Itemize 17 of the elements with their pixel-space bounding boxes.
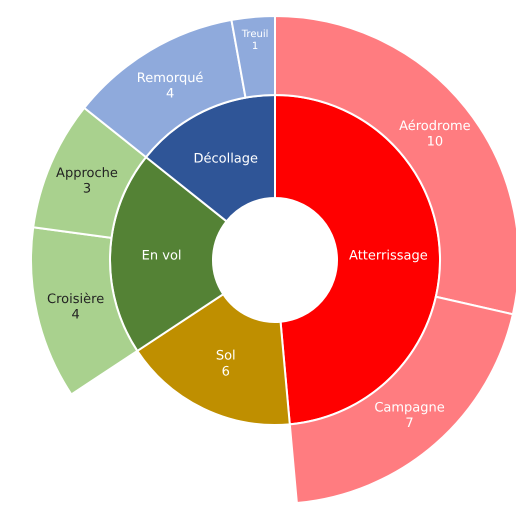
data-label: 4 bbox=[71, 308, 80, 323]
data-label: 10 bbox=[426, 134, 444, 150]
data-label: 7 bbox=[405, 416, 414, 432]
slice-label: Décollage bbox=[193, 151, 258, 166]
data-label: 1 bbox=[252, 40, 258, 52]
slice-label: Treuil bbox=[240, 28, 268, 40]
slice-label: Approche bbox=[56, 166, 118, 182]
slice-label: Remorqué bbox=[136, 70, 204, 86]
slice-label: Aérodrome bbox=[399, 118, 471, 134]
data-label: 6 bbox=[222, 364, 230, 380]
data-label: 3 bbox=[82, 182, 92, 197]
slice-label: Sol bbox=[216, 348, 236, 364]
slice-label: Atterrissage bbox=[349, 248, 428, 264]
slice-label: Croisière bbox=[47, 292, 104, 307]
slice-label: Campagne bbox=[374, 400, 445, 416]
data-label: 4 bbox=[166, 86, 174, 102]
slice-label: En vol bbox=[142, 248, 182, 264]
